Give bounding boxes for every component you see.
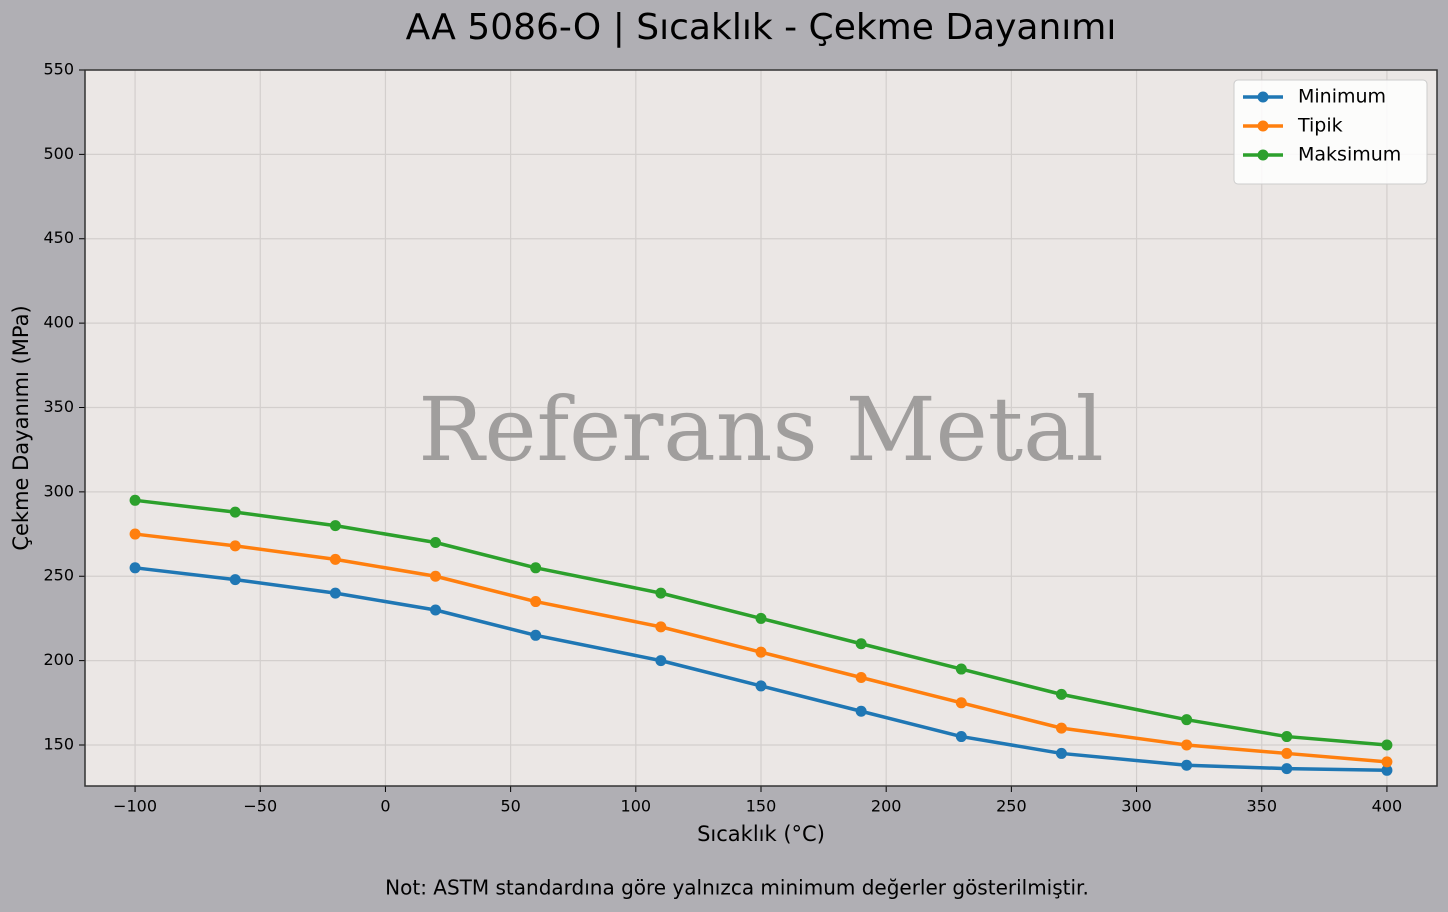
legend-marker	[1257, 120, 1269, 132]
data-point	[1055, 688, 1067, 700]
x-tick-label: 100	[621, 797, 652, 816]
data-point	[229, 506, 241, 518]
data-point	[855, 705, 867, 717]
data-point	[430, 570, 442, 582]
data-point	[955, 731, 967, 743]
legend-box	[1233, 79, 1428, 185]
data-point	[430, 536, 442, 548]
y-tick-label: 150	[43, 734, 74, 753]
y-tick-label: 300	[43, 481, 74, 500]
chart-title: AA 5086-O | Sıcaklık - Çekme Dayanımı	[406, 7, 1117, 48]
legend-label: Minimum	[1298, 86, 1386, 108]
data-point	[855, 671, 867, 683]
data-point	[129, 528, 141, 540]
x-tick-label: 0	[380, 797, 390, 816]
data-point	[955, 663, 967, 675]
y-tick-label: 200	[43, 650, 74, 669]
data-point	[1381, 756, 1393, 768]
x-tick-label: −50	[243, 797, 277, 816]
x-axis-label: Sıcaklık (°C)	[697, 822, 825, 846]
x-tick-label: 350	[1246, 797, 1277, 816]
data-point	[129, 562, 141, 574]
legend-marker	[1257, 149, 1269, 161]
data-point	[755, 646, 767, 658]
data-point	[430, 604, 442, 616]
legend-label: Maksimum	[1298, 144, 1401, 166]
y-axis-label: Çekme Dayanımı (MPa)	[9, 305, 33, 550]
x-tick-label: −100	[113, 797, 157, 816]
data-point	[655, 621, 667, 633]
y-tick-label: 450	[43, 228, 74, 247]
x-tick-label: 150	[746, 797, 777, 816]
legend-marker	[1257, 91, 1269, 103]
data-point	[1055, 722, 1067, 734]
data-point	[530, 629, 542, 641]
data-point	[1181, 714, 1193, 726]
data-point	[1055, 747, 1067, 759]
data-point	[955, 697, 967, 709]
x-tick-label: 400	[1372, 797, 1403, 816]
data-point	[1181, 759, 1193, 771]
data-point	[530, 562, 542, 574]
data-point	[1281, 747, 1293, 759]
y-tick-label: 400	[43, 313, 74, 332]
data-point	[329, 587, 341, 599]
data-point	[1281, 763, 1293, 775]
data-point	[1381, 764, 1393, 776]
note: Not: ASTM standardına göre yalnızca mini…	[385, 876, 1089, 900]
data-point	[129, 494, 141, 506]
x-tick-label: 50	[500, 797, 520, 816]
legend-label: Tipik	[1297, 115, 1343, 137]
data-point	[1281, 731, 1293, 743]
plot-frame	[84, 69, 1438, 787]
y-tick-label: 550	[43, 60, 74, 79]
data-point	[229, 574, 241, 586]
data-point	[530, 596, 542, 608]
data-point	[329, 553, 341, 565]
x-tick-label: 200	[871, 797, 902, 816]
x-tick-label: 300	[1121, 797, 1152, 816]
data-point	[1181, 739, 1193, 751]
y-tick-label: 350	[43, 397, 74, 416]
data-point	[1381, 739, 1393, 751]
y-tick-label: 250	[43, 566, 74, 585]
data-point	[855, 638, 867, 650]
data-point	[229, 540, 241, 552]
data-point	[655, 655, 667, 667]
y-tick-label: 500	[43, 144, 74, 163]
watermark: Referans Metal	[418, 378, 1103, 481]
x-tick-label: 250	[996, 797, 1027, 816]
data-point	[329, 520, 341, 532]
data-point	[655, 587, 667, 599]
data-point	[755, 612, 767, 624]
data-point	[755, 680, 767, 692]
